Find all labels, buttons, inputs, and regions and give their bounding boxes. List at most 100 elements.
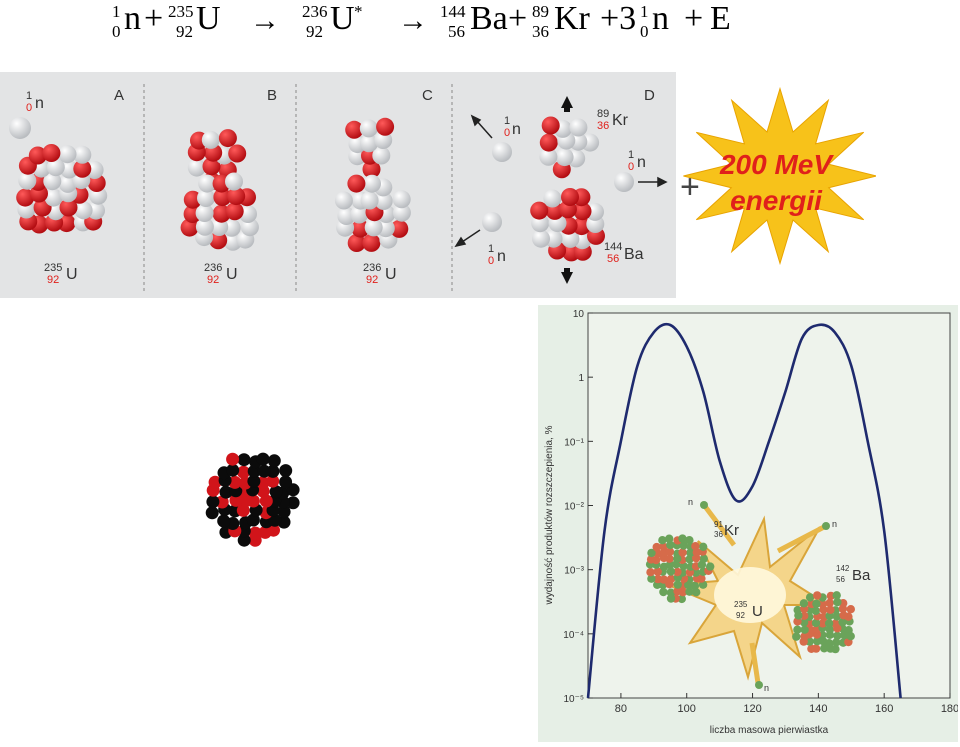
nucleon: [685, 587, 694, 596]
nucleon: [374, 131, 393, 149]
nucleon: [543, 189, 562, 208]
nucleon: [699, 542, 708, 551]
nucleon: [197, 189, 215, 207]
inset-ba-atomic: 56: [836, 575, 845, 584]
nucleon: [653, 549, 662, 558]
nucleon: [805, 593, 815, 602]
nucleon: [215, 495, 229, 509]
nucleon: [690, 581, 700, 590]
d-neutron-c-symbol: n: [497, 248, 506, 265]
nucleon: [266, 474, 280, 488]
nucleon: [819, 637, 828, 646]
y-axis-label: wydajność produktów rozszczepienia, %: [544, 425, 555, 605]
nucleon: [58, 174, 77, 193]
nucleon: [359, 119, 378, 138]
nucleon: [247, 474, 261, 488]
nucleon: [240, 218, 259, 237]
energy-burst: + 200 MeV energii: [676, 86, 877, 266]
nucleon: [18, 171, 37, 190]
nucleon: [530, 201, 549, 220]
nucleon: [376, 117, 395, 136]
inset-u-mass: 235: [734, 600, 748, 609]
eq-u236-symbol: U: [330, 0, 355, 37]
c-u-atomic: 92: [366, 274, 378, 286]
nucleon: [225, 172, 243, 191]
inset-ba-symbol: Ba: [852, 567, 871, 584]
eq-u235-atomic: 92: [176, 22, 193, 41]
eq-n1-mass: 1: [112, 2, 121, 21]
stage-label-a: A: [114, 87, 124, 104]
nucleon: [60, 160, 79, 179]
nucleon: [673, 567, 682, 577]
nucleon: [236, 503, 250, 517]
inset-kr-ball: [645, 534, 715, 604]
nucleon: [653, 574, 663, 584]
nucleon: [659, 587, 668, 597]
nucleon: [286, 496, 300, 510]
nucleon: [364, 218, 383, 237]
nucleon: [673, 587, 682, 596]
nucleon: [532, 229, 550, 248]
inset-u-atomic: 92: [736, 611, 745, 620]
x-tick-label: 80: [615, 703, 627, 715]
nucleon: [183, 190, 202, 209]
nucleon: [667, 574, 676, 584]
inset-neutron-bottom: [755, 681, 763, 689]
inset-explosion-core: [714, 567, 786, 623]
inset-kr-symbol: Kr: [724, 522, 739, 539]
nucleon: [347, 234, 366, 252]
x-tick-label: 140: [809, 703, 827, 715]
nucleon: [818, 599, 827, 609]
x-axis-label: liczba masowa pierwiastka: [710, 725, 829, 736]
nucleon: [228, 475, 242, 489]
nucleon: [666, 594, 676, 603]
nucleus-b-bottom: [180, 172, 259, 251]
eq-n2-symbol: n: [652, 0, 669, 37]
a-neutron-atomic: 0: [26, 102, 32, 114]
nucleon: [218, 129, 237, 148]
burst-svg: + 200 MeV energii: [680, 86, 877, 266]
nucleon: [699, 554, 708, 563]
nucleon: [831, 619, 840, 628]
stage-label-d: D: [644, 87, 655, 104]
nucleon: [202, 157, 221, 176]
d-ba-symbol: Ba: [624, 246, 644, 263]
nucleon: [811, 644, 821, 653]
nucleon: [362, 233, 381, 252]
inset-neutron-top: [700, 501, 708, 509]
nucleon: [345, 120, 364, 139]
d-neutron-b-symbol: n: [637, 154, 646, 171]
nucleon: [43, 172, 62, 191]
nucleon: [569, 118, 588, 137]
nucleon: [793, 605, 802, 615]
x-tick-label: 180: [941, 703, 958, 715]
nucleon: [237, 465, 250, 479]
inset-ray-kr: [702, 503, 736, 547]
y-tick-label: 10: [573, 309, 585, 320]
burst-plus: +: [680, 168, 700, 206]
eq-plus-2: +: [508, 0, 528, 37]
nucleon: [686, 548, 695, 557]
a-neutron-symbol: n: [35, 95, 44, 112]
nucleon: [225, 202, 244, 221]
nucleon: [646, 555, 656, 564]
neutron-arrowhead-down: [454, 236, 467, 248]
b-u-atomic: 92: [207, 274, 219, 286]
nucleon: [392, 203, 411, 222]
nucleon: [811, 618, 821, 628]
fission-equation: 1 0 n + 235 92 U → 236 92 U * → 144 56 B…: [108, 0, 748, 48]
nucleon: [279, 475, 293, 489]
fission-stages-panel: A B C D 1 0 n 235 92 U: [0, 72, 676, 298]
eq-plus-4: +: [684, 0, 704, 37]
eq-u236-star: *: [354, 2, 363, 21]
nucleon: [247, 464, 261, 478]
nucleon: [237, 533, 251, 547]
nucleon: [277, 505, 291, 519]
nucleon: [237, 453, 251, 467]
y-tick-label: 10⁻³: [564, 566, 584, 577]
inset-ray-n-bottom: [749, 642, 761, 684]
nucleon: [195, 204, 214, 222]
y-ticks: 10 1 10⁻¹ 10⁻² 10⁻³ 10⁻⁴ 10⁻⁵: [563, 309, 593, 705]
nucleon: [28, 146, 47, 165]
eq-ba-atomic: 56: [448, 22, 465, 41]
